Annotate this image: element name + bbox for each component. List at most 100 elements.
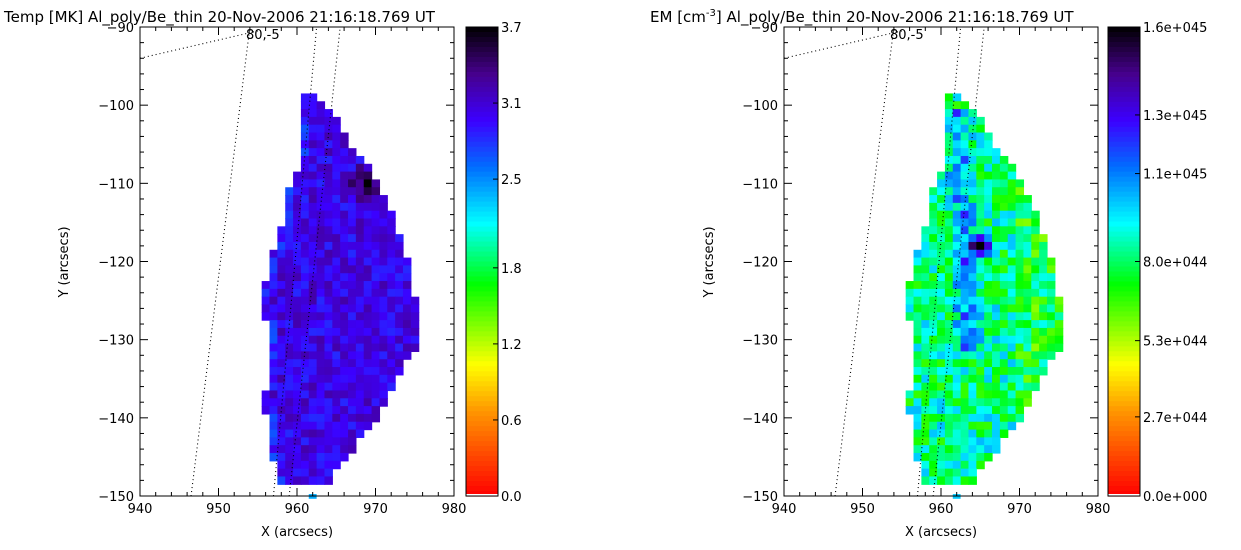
temperature-pixel xyxy=(316,429,326,438)
emission-measure-pixel xyxy=(929,273,938,282)
emission-measure-pixel xyxy=(992,296,1001,306)
temperature-pixel xyxy=(324,312,333,321)
temperature-pixel xyxy=(293,343,302,352)
temperature-pixel xyxy=(379,202,388,212)
emission-measure-colorbar-segment xyxy=(1108,27,1140,33)
temperature-pixel xyxy=(285,288,294,298)
emission-measure-pixel xyxy=(1007,374,1017,384)
emission-measure-pixel xyxy=(937,374,946,384)
temperature-pixel xyxy=(277,453,286,462)
temperature-pixel xyxy=(340,367,349,376)
emission-measure-pixel xyxy=(999,288,1009,298)
emission-measure-pixel xyxy=(937,218,946,227)
temperature-pixel xyxy=(269,335,278,345)
temperature-pixel xyxy=(300,179,310,188)
emission-measure-pixel xyxy=(992,304,1001,313)
emission-measure-pixel xyxy=(1007,367,1017,376)
temperature-pixel xyxy=(269,327,278,337)
temperature-pixel xyxy=(363,187,373,196)
emission-measure-pixel xyxy=(905,390,915,399)
emission-measure-pixel xyxy=(960,413,970,423)
temperature-pixel xyxy=(316,273,326,282)
emission-measure-pixel xyxy=(992,406,1001,415)
temperature-colorbar-segment xyxy=(466,301,498,308)
emission-measure-pixel xyxy=(992,351,1001,360)
emission-measure-pixel xyxy=(1046,281,1056,290)
emission-measure-colorbar-segment xyxy=(1108,336,1140,342)
emission-measure-pixel xyxy=(1039,265,1048,274)
emission-measure-pixel xyxy=(984,195,993,204)
emission-measure-pixel xyxy=(1015,179,1025,188)
emission-measure-pixel xyxy=(1015,320,1025,329)
emission-measure-x-label: X (arcsecs) xyxy=(905,525,977,540)
emission-measure-pixel xyxy=(968,296,977,306)
emission-measure-colorbar-segment xyxy=(1108,326,1140,332)
temperature-pixel xyxy=(293,327,302,337)
temperature-pixel xyxy=(395,343,404,352)
temperature-pixel xyxy=(308,241,318,251)
temperature-colorbar-segment xyxy=(466,461,498,467)
temperature-pixel xyxy=(324,124,333,134)
emission-measure-pixel xyxy=(937,343,946,352)
temperature-pixel xyxy=(348,437,357,446)
emission-measure-pixel xyxy=(999,406,1009,415)
emission-measure-colorbar-segment xyxy=(1108,376,1140,382)
emission-measure-pixel xyxy=(992,179,1001,188)
emission-measure-pixel xyxy=(999,187,1009,196)
temperature-colorbar-segment xyxy=(466,166,498,173)
temperature-pixel xyxy=(402,296,412,306)
emission-measure-pixel xyxy=(984,155,993,165)
emission-measure-title-part-1: EM [cm xyxy=(650,8,706,26)
emission-measure-pixel xyxy=(960,382,970,392)
emission-measure-pixel xyxy=(944,382,954,392)
temperature-pixel xyxy=(308,343,318,352)
emission-measure-pixel xyxy=(952,359,962,368)
emission-measure-pixel xyxy=(960,460,970,470)
emission-measure-colorbar-segment xyxy=(1108,171,1140,178)
temperature-pixel xyxy=(371,312,381,321)
temperature-pixel xyxy=(285,195,294,204)
emission-measure-pixel xyxy=(929,382,938,392)
emission-measure-pixel xyxy=(984,202,993,212)
emission-measure-pixel xyxy=(937,296,946,306)
emission-measure-pixel xyxy=(913,437,922,446)
temperature-pixel xyxy=(332,257,341,267)
emission-measure-pixel xyxy=(913,453,922,462)
emission-measure-pixel xyxy=(1007,413,1017,423)
temperature-colorbar-segment xyxy=(466,96,498,103)
emission-measure-pixel xyxy=(952,281,962,290)
emission-measure-pixel xyxy=(937,171,946,181)
temperature-colorbar-tick-label: 0.6 xyxy=(501,414,522,429)
temperature-pixel xyxy=(348,359,357,368)
emission-measure-pixel xyxy=(999,281,1009,290)
temperature-pixel xyxy=(402,343,412,352)
emission-measure-pixel xyxy=(968,148,977,157)
emission-measure-pixel xyxy=(937,382,946,392)
temperature-pixel xyxy=(332,210,341,220)
emission-measure-pixel xyxy=(921,343,930,352)
emission-measure-pixel xyxy=(999,413,1009,423)
temperature-pixel xyxy=(316,148,326,157)
temperature-pixel xyxy=(300,148,310,157)
emission-measure-pixel xyxy=(984,413,993,423)
temperature-pixel xyxy=(324,163,333,173)
temperature-pixel xyxy=(285,398,294,407)
temperature-pixel xyxy=(371,382,381,392)
temperature-colorbar-segment xyxy=(466,411,498,417)
temperature-pixel xyxy=(410,343,420,352)
temperature-pixel xyxy=(395,320,404,329)
temperature-pixel xyxy=(402,265,412,274)
emission-measure-pixel xyxy=(1007,343,1017,352)
temperature-pixel xyxy=(355,210,365,220)
emission-measure-pixel xyxy=(1007,304,1017,313)
emission-measure-pixel xyxy=(976,327,985,337)
temperature-pixel xyxy=(348,327,357,337)
emission-measure-pixel xyxy=(952,155,962,165)
temperature-pixel xyxy=(316,421,326,431)
temperature-pixel xyxy=(308,320,318,329)
emission-measure-colorbar-segment xyxy=(1108,106,1140,113)
temperature-colorbar-segment xyxy=(466,131,498,138)
temperature-pixel xyxy=(371,273,381,282)
temperature-pixel xyxy=(277,296,286,306)
emission-measure-colorbar-segment xyxy=(1108,471,1140,477)
